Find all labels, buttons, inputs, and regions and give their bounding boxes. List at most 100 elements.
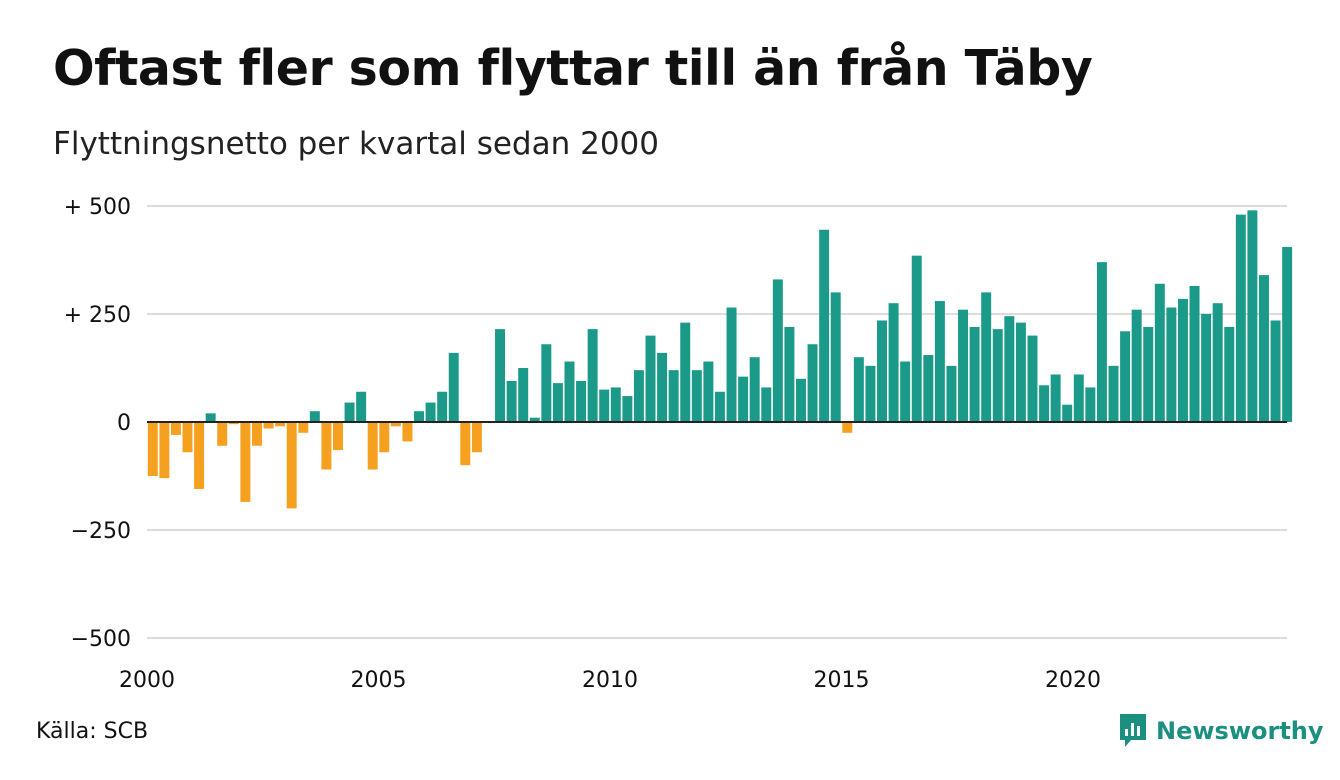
bar bbox=[946, 365, 957, 422]
bars bbox=[147, 210, 1293, 509]
bar bbox=[645, 335, 656, 422]
bar bbox=[448, 352, 459, 422]
bar bbox=[807, 344, 818, 422]
bar bbox=[1201, 314, 1212, 422]
bar bbox=[911, 255, 922, 422]
y-tick-label: + 250 bbox=[64, 303, 131, 328]
x-tick-label: 2020 bbox=[1045, 668, 1101, 693]
bar bbox=[1015, 322, 1026, 422]
bar bbox=[495, 329, 506, 422]
brand-name: Newsworthy bbox=[1156, 717, 1324, 745]
bar bbox=[1212, 303, 1223, 422]
bar bbox=[1143, 326, 1154, 422]
bar bbox=[796, 378, 806, 422]
y-tick-label: + 500 bbox=[64, 195, 131, 220]
newsworthy-logo-icon bbox=[1120, 714, 1146, 747]
bar bbox=[402, 422, 413, 442]
newsworthy-logo: Newsworthy bbox=[1118, 712, 1324, 750]
bar bbox=[830, 292, 841, 422]
bar bbox=[772, 279, 783, 422]
bar bbox=[170, 422, 181, 435]
bar bbox=[506, 380, 517, 422]
bar bbox=[228, 422, 239, 425]
bar bbox=[147, 422, 158, 476]
bar bbox=[425, 402, 436, 422]
bar bbox=[657, 352, 668, 422]
bar bbox=[564, 361, 575, 422]
bar bbox=[853, 357, 864, 422]
source-note: Källa: SCB bbox=[36, 719, 149, 744]
bar bbox=[1247, 210, 1258, 422]
bar bbox=[1177, 298, 1188, 422]
bar bbox=[680, 322, 691, 422]
bar bbox=[182, 422, 193, 453]
bar bbox=[367, 422, 378, 470]
bar bbox=[390, 422, 401, 427]
bar bbox=[1189, 285, 1200, 422]
bar bbox=[981, 292, 992, 422]
bar bbox=[599, 389, 610, 422]
bar bbox=[842, 422, 853, 433]
x-tick-label: 2015 bbox=[814, 668, 870, 693]
bar bbox=[1085, 387, 1096, 422]
bar bbox=[1131, 309, 1142, 422]
chart-subtitle: Flyttningsnetto per kvartal sedan 2000 bbox=[53, 126, 659, 162]
bar bbox=[576, 380, 587, 422]
bar bbox=[251, 422, 262, 446]
bar bbox=[1282, 247, 1293, 422]
bar bbox=[1154, 283, 1165, 422]
bar bbox=[587, 329, 598, 422]
y-axis-ticks: + 500 + 250 0 −250 −500 bbox=[64, 195, 131, 652]
bar bbox=[286, 422, 297, 509]
bar bbox=[194, 422, 205, 489]
bar bbox=[460, 422, 471, 466]
bar bbox=[471, 422, 482, 453]
bar bbox=[1004, 316, 1015, 422]
bar bbox=[1050, 374, 1061, 422]
x-tick-label: 2005 bbox=[351, 668, 407, 693]
bar bbox=[703, 361, 714, 422]
bar bbox=[1062, 404, 1073, 422]
bar bbox=[1073, 374, 1084, 422]
bar bbox=[1108, 365, 1119, 422]
bar bbox=[668, 370, 679, 422]
y-tick-label: −250 bbox=[71, 519, 131, 544]
x-tick-label: 2000 bbox=[119, 668, 175, 693]
bar bbox=[552, 383, 563, 422]
bar bbox=[298, 422, 309, 433]
bar bbox=[437, 391, 448, 422]
chart-title: Oftast fler som flyttar till än från Täb… bbox=[53, 40, 1093, 97]
bar bbox=[379, 422, 390, 453]
bar bbox=[900, 361, 911, 422]
bar bbox=[1039, 385, 1050, 422]
bar bbox=[969, 326, 980, 422]
bar bbox=[714, 391, 725, 422]
bar bbox=[1224, 326, 1235, 422]
bar bbox=[309, 411, 320, 422]
bar bbox=[865, 365, 876, 422]
bar bbox=[992, 329, 1003, 422]
bar bbox=[414, 411, 424, 422]
bar bbox=[275, 422, 286, 427]
bar bbox=[819, 229, 830, 422]
bar bbox=[541, 344, 552, 422]
bar bbox=[240, 422, 251, 502]
bar bbox=[1027, 335, 1038, 422]
bar bbox=[784, 326, 795, 422]
bar bbox=[610, 387, 621, 422]
y-tick-label: 0 bbox=[117, 411, 131, 436]
x-tick-label: 2010 bbox=[582, 668, 638, 693]
bar bbox=[518, 368, 529, 422]
bar bbox=[217, 422, 228, 446]
bar bbox=[877, 320, 887, 422]
bar bbox=[321, 422, 332, 470]
bar bbox=[1259, 275, 1269, 422]
bar bbox=[1096, 262, 1107, 422]
bar bbox=[888, 303, 899, 422]
bar bbox=[958, 309, 969, 422]
bar bbox=[622, 396, 633, 422]
bar bbox=[344, 402, 355, 422]
bar bbox=[633, 370, 644, 422]
bar bbox=[1166, 307, 1177, 422]
